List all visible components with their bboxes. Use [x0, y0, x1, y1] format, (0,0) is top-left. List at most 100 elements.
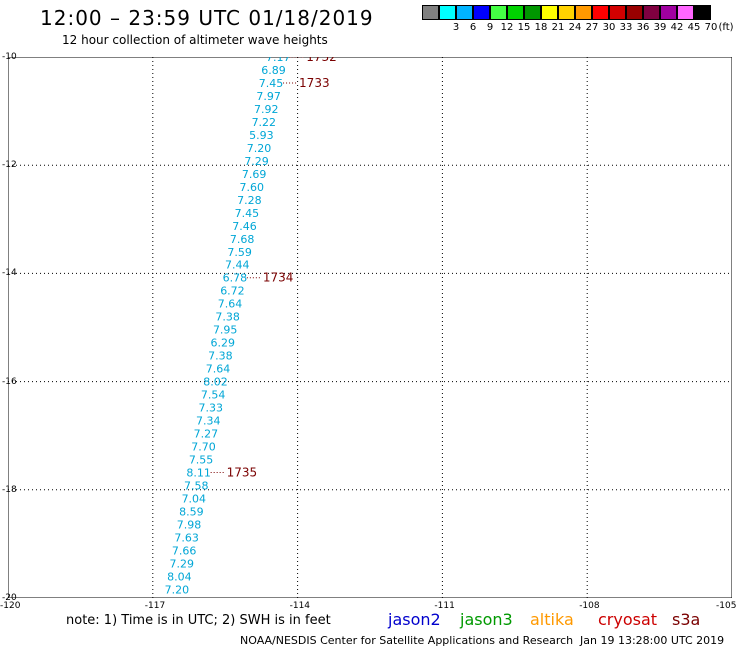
wave-height-value: 7.68: [230, 233, 255, 246]
wave-height-value: 7.38: [215, 311, 240, 324]
color-swatch-label: 9: [486, 22, 494, 33]
latitude-tick-label: -14: [2, 268, 17, 279]
wave-height-value: 7.20: [247, 142, 272, 155]
color-swatch-label: 21: [551, 22, 565, 33]
color-swatch: [694, 5, 711, 20]
color-swatch-label: 6: [469, 22, 477, 33]
color-swatch: [524, 5, 541, 20]
color-swatch: [490, 5, 507, 20]
longitude-tick-label: -114: [289, 601, 311, 611]
wave-height-value: 7.69: [242, 168, 267, 181]
wave-height-value: 7.29: [244, 155, 269, 168]
plot-frame: [8, 57, 732, 598]
longitude-tick-label: -117: [144, 601, 166, 611]
longitude-tick-label: -120: [0, 601, 21, 611]
satellite-legend-item: jason3: [460, 610, 513, 629]
wave-height-value: 7.46: [232, 220, 257, 233]
color-swatch: [643, 5, 660, 20]
wave-height-value: 7.59: [227, 246, 252, 259]
color-swatch: [439, 5, 456, 20]
wave-height-value: 7.64: [218, 298, 243, 311]
color-swatch-label: 24: [568, 22, 582, 33]
latitude-tick-label: -10: [2, 52, 17, 62]
wave-height-value: 7.04: [182, 492, 207, 505]
wave-height-value: 7.63: [174, 531, 199, 544]
color-swatch: [677, 5, 694, 20]
wave-height-value: 7.33: [198, 402, 223, 415]
color-swatch: [558, 5, 575, 20]
wave-height-value: 6.72: [220, 285, 245, 298]
grid-lines: [8, 57, 732, 598]
color-swatch-label: 30: [602, 22, 616, 33]
wave-height-value: 7.22: [252, 116, 277, 129]
color-swatch-label: 42: [670, 22, 684, 33]
color-swatch-label: 15: [517, 22, 531, 33]
wave-height-value: 7.38: [208, 350, 233, 363]
color-swatch: [626, 5, 643, 20]
color-swatch: [592, 5, 609, 20]
color-swatch: [660, 5, 677, 20]
credit-line: NOAA/NESDIS Center for Satellite Applica…: [240, 634, 574, 647]
map-subtitle: 12 hour collection of altimeter wave hei…: [62, 33, 328, 47]
wave-height-value: 7.21: [162, 596, 187, 598]
color-swatch: [541, 5, 558, 20]
color-swatch-label: 70: [704, 22, 718, 33]
wave-height-value: 7.20: [165, 583, 190, 596]
wave-height-value: 7.17: [266, 57, 291, 64]
color-swatch-label: 12: [500, 22, 514, 33]
wave-height-value: 7.66: [172, 544, 197, 557]
wave-height-value: 8.02: [203, 376, 228, 389]
wave-height-value: 7.45: [259, 77, 284, 90]
latitude-tick-label: -18: [2, 484, 17, 495]
wave-height-value: 7.34: [196, 415, 221, 428]
wave-height-value: 8.04: [167, 570, 192, 583]
latitude-tick-label: -16: [2, 376, 17, 387]
color-swatch-label: 39: [653, 22, 667, 33]
color-swatch: [473, 5, 490, 20]
wave-height-value: 6.78: [223, 272, 248, 285]
unit-label: (ft): [718, 22, 734, 33]
color-swatch-label: 18: [534, 22, 548, 33]
map-plot-area: 7.176.897.457.977.927.225.937.207.297.69…: [8, 57, 732, 598]
satellite-legend-item: altika: [530, 610, 574, 629]
wave-height-value: 8.11: [186, 466, 211, 479]
wave-height-value: 7.98: [177, 518, 202, 531]
wave-height-value: 7.45: [235, 207, 260, 220]
color-swatch: [422, 5, 439, 20]
wave-height-observations: 7.176.897.457.977.927.225.937.207.297.69…: [162, 57, 290, 598]
satellite-legend-item: cryosat: [598, 610, 658, 629]
wave-height-value: 7.97: [256, 90, 281, 103]
pass-time-label: 1735: [227, 465, 258, 479]
map-title: 12:00 – 23:59 UTC 01/18/2019: [40, 6, 374, 30]
wave-height-value: 7.58: [184, 479, 209, 492]
wave-height-value: 7.29: [170, 557, 195, 570]
wave-height-value: 6.29: [211, 337, 236, 350]
satellite-legend-item: s3a: [672, 610, 701, 629]
wave-height-value: 7.44: [225, 259, 250, 272]
color-swatch-label: 27: [585, 22, 599, 33]
generation-timestamp: Jan 19 13:28:00 UTC 2019: [580, 634, 725, 647]
pass-time-label: 1733: [299, 76, 330, 90]
color-swatch: [609, 5, 626, 20]
wave-height-value: 7.70: [191, 441, 216, 454]
wave-height-value: 7.60: [239, 181, 264, 194]
longitude-tick-label: -111: [434, 601, 455, 611]
color-swatch-label: 45: [687, 22, 701, 33]
longitude-tick-label: -105: [716, 601, 737, 611]
wave-height-value: 7.28: [237, 194, 262, 207]
color-swatch-label: 36: [636, 22, 650, 33]
color-swatch: [456, 5, 473, 20]
wave-height-value: 7.64: [206, 363, 231, 376]
wave-height-value: 5.93: [249, 129, 274, 142]
pass-time-label: 1732: [306, 57, 337, 64]
wave-height-value: 7.92: [254, 103, 279, 116]
latitude-tick-label: -20: [2, 593, 17, 603]
color-swatch-label: 3: [452, 22, 460, 33]
wave-height-value: 7.27: [194, 428, 219, 441]
wave-height-value: 7.95: [213, 324, 238, 337]
satellite-legend-item: jason2: [388, 610, 441, 629]
wave-height-value: 7.55: [189, 454, 214, 467]
latitude-tick-label: -12: [2, 160, 17, 171]
color-swatch-label: 33: [619, 22, 633, 33]
wave-height-value: 7.54: [201, 389, 226, 402]
